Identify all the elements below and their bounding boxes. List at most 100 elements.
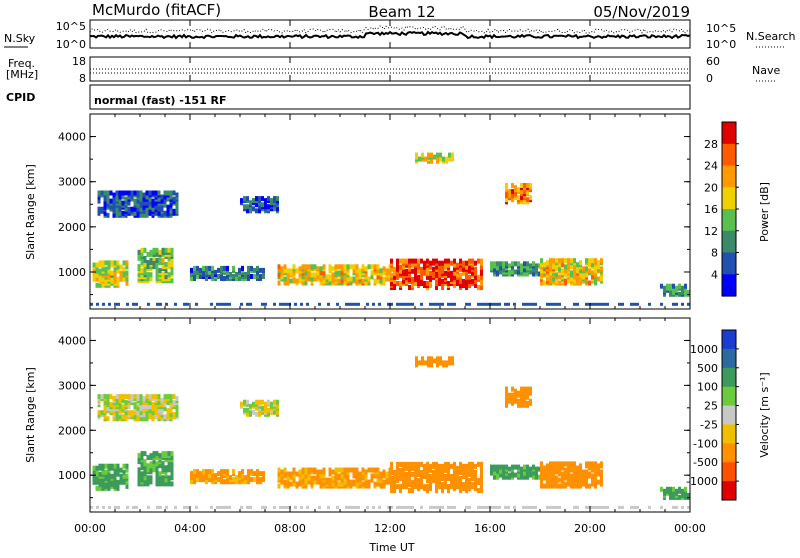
data-cell	[411, 480, 414, 486]
data-cell	[585, 258, 588, 264]
data-cell	[152, 463, 156, 469]
data-cell	[264, 198, 267, 204]
data-cell	[669, 291, 672, 297]
data-cell	[235, 475, 238, 481]
data-cell	[468, 302, 471, 306]
data-cell	[370, 274, 374, 280]
data-cell	[465, 505, 468, 509]
data-cell	[151, 406, 155, 412]
data-cell	[135, 302, 138, 306]
data-cell	[318, 302, 321, 306]
data-cell	[331, 266, 335, 272]
data-cell	[687, 302, 690, 306]
data-cell	[420, 266, 423, 272]
data-cell	[417, 258, 420, 264]
data-cell	[558, 469, 561, 475]
data-cell	[370, 264, 374, 270]
data-cell	[139, 212, 143, 218]
data-cell	[170, 266, 174, 272]
data-cell	[136, 394, 140, 400]
data-cell	[496, 265, 499, 271]
data-cell	[570, 276, 573, 282]
data-cell	[115, 190, 119, 196]
data-cell	[126, 505, 129, 509]
data-cell	[216, 505, 219, 509]
data-cell	[155, 475, 159, 481]
data-cell	[95, 471, 99, 477]
data-cell	[267, 407, 270, 413]
data-cell	[292, 278, 296, 284]
data-cell	[101, 469, 105, 475]
data-cell	[165, 302, 168, 306]
data-cell	[570, 270, 573, 276]
data-cell	[373, 278, 377, 284]
data-cell	[164, 471, 168, 477]
data-cell	[170, 270, 174, 276]
data-cell	[160, 198, 164, 204]
data-cell	[205, 265, 208, 271]
data-cell	[429, 463, 432, 469]
data-cell	[304, 473, 308, 479]
data-cell	[145, 398, 149, 404]
data-cell	[110, 270, 114, 276]
data-cell	[511, 183, 514, 188]
data-cell	[249, 505, 252, 509]
data-cell	[167, 276, 171, 282]
data-cell	[420, 484, 423, 490]
data-cell	[139, 400, 143, 406]
data-cell	[447, 461, 450, 467]
data-cell	[468, 470, 471, 475]
data-cell	[492, 302, 495, 306]
data-cell	[480, 505, 483, 509]
data-cell	[399, 264, 402, 270]
data-cell	[456, 278, 459, 284]
data-cell	[459, 272, 462, 278]
data-cell	[532, 271, 535, 277]
data-cell	[564, 481, 567, 487]
data-cell	[151, 394, 155, 400]
data-cell	[430, 356, 433, 362]
data-cell	[402, 461, 405, 467]
data-cell	[426, 484, 429, 490]
data-cell	[158, 268, 162, 274]
velocity-colorbar-swatch	[722, 386, 736, 407]
data-cell	[564, 278, 567, 284]
data-cell	[244, 272, 247, 277]
data-cell	[164, 262, 168, 267]
data-cell	[498, 302, 501, 306]
data-cell	[253, 274, 256, 279]
data-cell	[170, 451, 174, 457]
data-cell	[382, 280, 386, 286]
data-cell	[316, 266, 320, 272]
data-cell	[517, 261, 520, 267]
data-cell	[376, 264, 380, 270]
data-cell	[252, 206, 255, 212]
data-cell	[585, 266, 588, 272]
data-cell	[600, 276, 603, 282]
data-cell	[678, 291, 681, 297]
data-cell	[100, 190, 104, 196]
data-cell	[630, 302, 633, 306]
data-cell	[247, 479, 250, 485]
data-cell	[298, 266, 302, 272]
data-cell	[549, 302, 552, 306]
data-cell	[411, 486, 414, 492]
data-cell	[119, 264, 123, 270]
data-cell	[348, 302, 351, 306]
data-cell	[471, 258, 474, 264]
data-cell	[459, 258, 462, 264]
data-cell	[453, 270, 456, 276]
data-cell	[151, 190, 155, 196]
data-cell	[549, 467, 552, 473]
data-cell	[95, 465, 99, 471]
data-cell	[436, 152, 439, 158]
data-cell	[121, 190, 125, 196]
data-cell	[205, 469, 208, 475]
data-cell	[322, 278, 326, 284]
data-cell	[170, 278, 174, 284]
data-cell	[349, 467, 353, 473]
data-cell	[522, 302, 525, 306]
data-cell	[286, 278, 290, 284]
data-cell	[429, 283, 432, 288]
data-cell	[346, 276, 350, 282]
